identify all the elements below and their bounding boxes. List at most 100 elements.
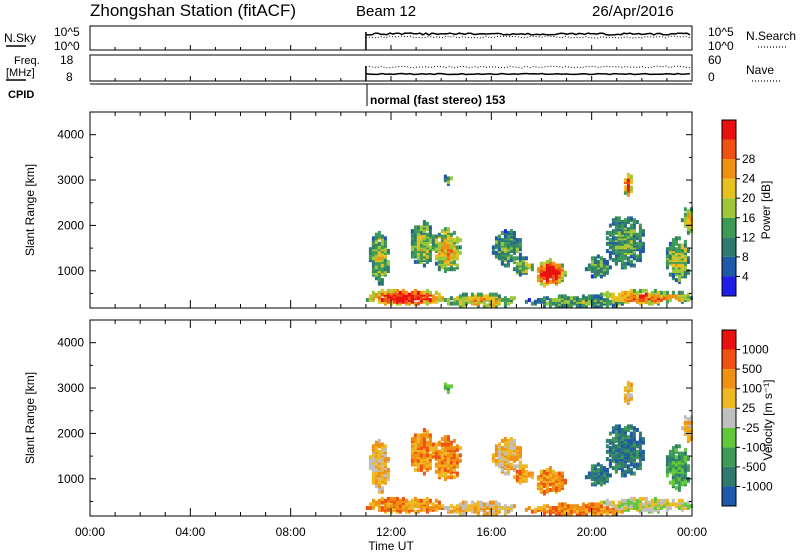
power-cell [629, 249, 633, 253]
power-cell [623, 185, 627, 190]
velocity-cell [590, 502, 594, 507]
power-cell [608, 230, 612, 235]
velocity-cell [590, 464, 594, 469]
power-cell [437, 265, 441, 270]
velocity-cell [455, 444, 459, 449]
velocity-cell [551, 506, 555, 510]
power-cell [461, 303, 465, 308]
velocity-cell [437, 440, 441, 445]
velocity-cell [503, 471, 507, 476]
velocity-cell [668, 502, 672, 507]
velocity-cell [518, 469, 522, 474]
colorbar-swatch [722, 330, 736, 350]
velocity-cell [668, 453, 672, 458]
velocity-cell [377, 484, 381, 489]
power-cell [626, 172, 630, 177]
velocity-cell [536, 482, 540, 487]
power-cell [560, 294, 564, 299]
power-cell [626, 256, 630, 261]
power-cell [575, 296, 579, 301]
velocity-cell [683, 424, 687, 429]
power-cell [611, 218, 615, 223]
velocity-cell [440, 437, 444, 442]
velocity-cell [590, 467, 594, 472]
power-cell [371, 236, 375, 241]
power-cell [629, 180, 633, 185]
power-cell [434, 254, 438, 259]
power-cell [377, 263, 381, 268]
velocity-cell [635, 440, 639, 445]
velocity-cell [488, 504, 492, 509]
power-cell [623, 178, 627, 183]
power-cell [557, 294, 561, 299]
velocity-cell [443, 438, 447, 443]
velocity-cell [647, 507, 651, 512]
velocity-cell [641, 496, 645, 501]
velocity-cell [485, 511, 489, 516]
velocity-cell [413, 437, 417, 442]
velocity-cell [506, 464, 510, 469]
velocity-cell [641, 449, 645, 454]
velocity-cell [602, 473, 606, 478]
velocity-cell [677, 477, 681, 481]
velocity-colorbar-label: Velocity [m s⁻¹] [761, 379, 775, 460]
power-cell [383, 239, 387, 244]
power-heatmap [365, 172, 693, 308]
date-title: 26/Apr/2016 [592, 3, 674, 20]
power-cell [677, 247, 681, 252]
power-cell [644, 288, 648, 293]
power-cell [596, 299, 600, 304]
x-tick-label: 16:00 [476, 525, 506, 539]
power-cell [452, 250, 456, 255]
power-cell [383, 236, 387, 241]
power-cell [446, 176, 450, 181]
power-cell [674, 247, 678, 252]
power-cell [629, 292, 633, 297]
power-cell [449, 238, 453, 243]
velocity-cell [584, 504, 588, 509]
power-cell [512, 230, 516, 235]
velocity-cell [443, 442, 447, 447]
velocity-cell [647, 500, 651, 505]
velocity-cell [443, 435, 447, 440]
power-cell [371, 267, 375, 272]
velocity-cell [629, 500, 633, 505]
power-cell [680, 298, 684, 302]
power-cell [683, 272, 687, 277]
velocity-cell [419, 504, 423, 509]
velocity-cell [614, 429, 618, 434]
power-cell [635, 220, 639, 224]
power-cell [536, 267, 540, 272]
power-cell [410, 250, 414, 255]
power-cell [509, 254, 513, 259]
velocity-cell [545, 475, 549, 480]
velocity-cell [530, 509, 534, 514]
velocity-cell [620, 428, 624, 432]
velocity-cell [506, 438, 510, 443]
velocity-cell [635, 428, 639, 432]
velocity-frame [89, 319, 693, 517]
power-cell [689, 207, 693, 212]
velocity-cell [422, 471, 426, 476]
velocity-cell [671, 502, 675, 507]
cpid-label: CPID [8, 89, 34, 101]
power-cell [629, 259, 633, 264]
power-cell [491, 245, 495, 250]
velocity-cell [506, 451, 510, 456]
power-cell [386, 294, 390, 299]
power-cell [686, 259, 690, 264]
power-cell [413, 301, 417, 306]
velocity-cell [614, 433, 618, 438]
velocity-cell [368, 455, 372, 460]
velocity-cell [662, 504, 666, 509]
velocity-cell [686, 500, 690, 505]
power-cell [665, 259, 669, 264]
velocity-cell [629, 382, 633, 387]
y-tick-label: 4000 [57, 336, 84, 350]
velocity-cell [371, 444, 375, 449]
power-cell [638, 229, 642, 234]
power-cell [413, 259, 417, 264]
colorbar-swatch [722, 486, 736, 506]
power-cell [689, 212, 693, 217]
velocity-cell [374, 500, 378, 505]
